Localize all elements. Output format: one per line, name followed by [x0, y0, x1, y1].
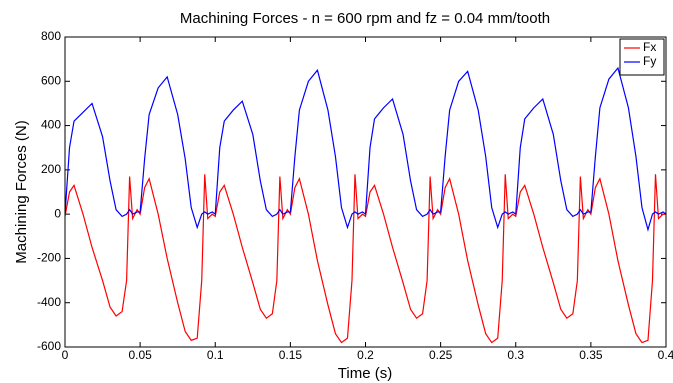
- legend-label: Fy: [643, 54, 656, 68]
- y-tick-label: -600: [37, 339, 61, 353]
- x-tick-label: 0.2: [357, 348, 374, 362]
- x-tick-label: 0: [62, 348, 69, 362]
- x-tick-label: 0.1: [207, 348, 224, 362]
- x-tick-label: 0.05: [128, 348, 152, 362]
- x-tick-label: 0.4: [658, 348, 673, 362]
- x-tick-label: 0.25: [429, 348, 453, 362]
- series-line: [65, 66, 666, 232]
- y-tick-label: 800: [41, 29, 61, 43]
- y-tick-label: -400: [37, 295, 61, 309]
- plot-frame: [64, 36, 667, 348]
- chart-title: Machining Forces - n = 600 rpm and fz = …: [180, 10, 550, 27]
- x-axis-label: Time (s): [338, 365, 392, 382]
- y-tick-label: -200: [37, 251, 61, 265]
- y-tick-label: 600: [41, 73, 61, 87]
- x-tick-label: 0.35: [579, 348, 603, 362]
- y-tick-label: 200: [41, 162, 61, 176]
- legend-label: Fx: [643, 40, 656, 54]
- x-tick-label: 0.15: [279, 348, 303, 362]
- y-axis-label: Machining Forces (N): [13, 120, 30, 263]
- x-tick-label: 0.3: [507, 348, 524, 362]
- y-tick-label: 400: [41, 118, 61, 132]
- legend-box: [619, 38, 665, 76]
- series-line: [65, 174, 666, 344]
- y-tick-label: 0: [54, 206, 61, 220]
